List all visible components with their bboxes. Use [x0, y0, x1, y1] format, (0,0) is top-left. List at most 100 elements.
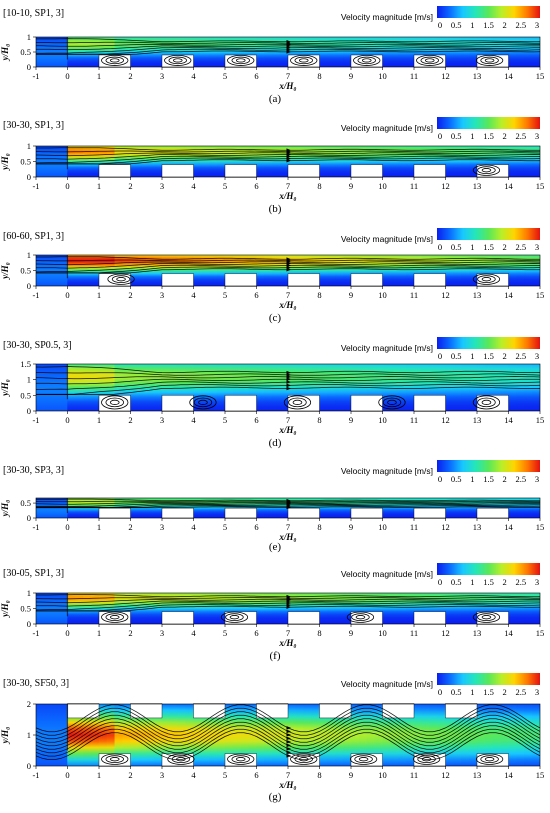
x-tick-label: 13	[473, 71, 482, 81]
x-tick-label: 1	[97, 770, 101, 780]
colorbar-tick: 1.5	[483, 351, 494, 361]
colorbar-tick: 2.5	[516, 20, 527, 30]
colorbar-tick: 0.5	[451, 687, 462, 697]
colorbar	[437, 337, 540, 349]
x-tick-label: 13	[473, 181, 482, 191]
colorbar-tick: 1.5	[483, 242, 494, 252]
x-tick-label: 9	[349, 71, 353, 81]
streamline	[36, 43, 540, 47]
inlet-wall	[66, 704, 69, 751]
x-tick-label: 0	[65, 71, 69, 81]
streamline	[36, 157, 540, 165]
vortex	[290, 54, 318, 66]
x-tick-label: 11	[410, 770, 418, 780]
vortex	[176, 757, 186, 762]
upper-obstacle	[193, 703, 226, 719]
vortex	[168, 56, 187, 65]
y-tick-label: 0.5	[20, 604, 31, 614]
vortex	[109, 58, 120, 63]
x-tick-label: 5	[223, 522, 227, 532]
x-tick-label: 7	[286, 71, 290, 81]
x-tick-label: 6	[254, 181, 258, 191]
colorbar-tick: 0	[438, 131, 442, 141]
y-tick-label: 0	[27, 619, 31, 629]
vortex	[472, 164, 501, 176]
vortex	[292, 399, 303, 405]
x-tick-label: 15	[536, 770, 545, 780]
x-tick-label: 4	[191, 415, 196, 425]
vortex	[290, 753, 318, 765]
colorbar-tick: 2	[503, 474, 507, 484]
x-tick-label: 13	[473, 628, 482, 638]
x-axis-label: x/H₀	[278, 638, 296, 648]
x-axis-label: x/H₀	[278, 532, 296, 542]
x-tick-label: 2	[128, 522, 132, 532]
x-tick-label: -1	[32, 522, 39, 532]
x-tick-label: 5	[223, 770, 227, 780]
vortex	[472, 273, 501, 285]
vortex	[101, 395, 129, 410]
streamline	[36, 498, 540, 502]
x-tick-label: 10	[378, 770, 387, 780]
x-tick-label: 10	[378, 290, 387, 300]
vortex	[231, 755, 250, 764]
x-tick-label: 7	[286, 415, 290, 425]
x-tick-label: 12	[441, 415, 450, 425]
vortex	[109, 615, 120, 620]
obstacle	[350, 507, 383, 519]
y-tick-label: 0.5	[20, 390, 31, 400]
streamline	[36, 155, 540, 164]
streamline	[36, 594, 540, 598]
obstacle	[476, 395, 509, 412]
obstacle	[161, 273, 194, 287]
colorbar-tick: 1	[470, 131, 474, 141]
x-tick-label: 15	[536, 181, 545, 191]
x-tick-label: 15	[536, 415, 545, 425]
y-tick-label: 2	[27, 699, 31, 709]
vortex	[105, 397, 124, 408]
vortex	[235, 58, 246, 63]
inlet-wall	[66, 255, 69, 279]
inlet-wall	[66, 37, 69, 60]
x-tick-label: 14	[504, 628, 513, 638]
colorbar-tick: 0.5	[451, 577, 462, 587]
streamline	[36, 159, 540, 165]
vortex	[351, 613, 370, 622]
y-axis-label: y/H₀	[0, 262, 10, 280]
colorbar-tick: 1.5	[483, 577, 494, 587]
colorbar	[437, 117, 540, 129]
streamlines	[36, 594, 540, 623]
vortex	[105, 56, 124, 65]
colorbar-tick: 2	[503, 577, 507, 587]
colorbar-tick: 1.5	[483, 687, 494, 697]
obstacle	[224, 273, 257, 287]
colorbar-tick: 1	[470, 577, 474, 587]
y-axis-label: y/H₀	[0, 379, 10, 397]
y-axis-label: y/H₀	[0, 153, 10, 171]
x-tick-label: 9	[349, 770, 353, 780]
x-tick-label: 8	[317, 770, 321, 780]
x-tick-label: 1	[97, 522, 101, 532]
panel-c: [60-60, SP1, 3] Velocity magnitude [m/s] 0…	[0, 228, 544, 324]
x-tick-label: 5	[223, 71, 227, 81]
obstacle	[350, 273, 383, 287]
colorbar-tick: 0.5	[451, 351, 462, 361]
x-tick-label: 12	[441, 770, 450, 780]
colorbar	[437, 563, 540, 575]
obstacle	[287, 164, 320, 178]
x-tick-label: 15	[536, 522, 545, 532]
velocity-field	[36, 255, 540, 286]
y-tick-label: 1	[27, 250, 31, 260]
obstacle	[161, 395, 194, 412]
streamline	[36, 47, 540, 54]
x-tick-label: 8	[317, 628, 321, 638]
streamlines	[36, 498, 540, 510]
x-tick-label: 12	[441, 628, 450, 638]
colorbar-tick: 2	[503, 131, 507, 141]
y-tick-label: 1.5	[20, 359, 31, 369]
x-tick-label: 10	[378, 415, 387, 425]
x-tick-label: 7	[286, 181, 290, 191]
vortex	[477, 166, 496, 175]
panel-f: [30-05, SP1, 3] Velocity magnitude [m/s] 0…	[0, 563, 544, 662]
